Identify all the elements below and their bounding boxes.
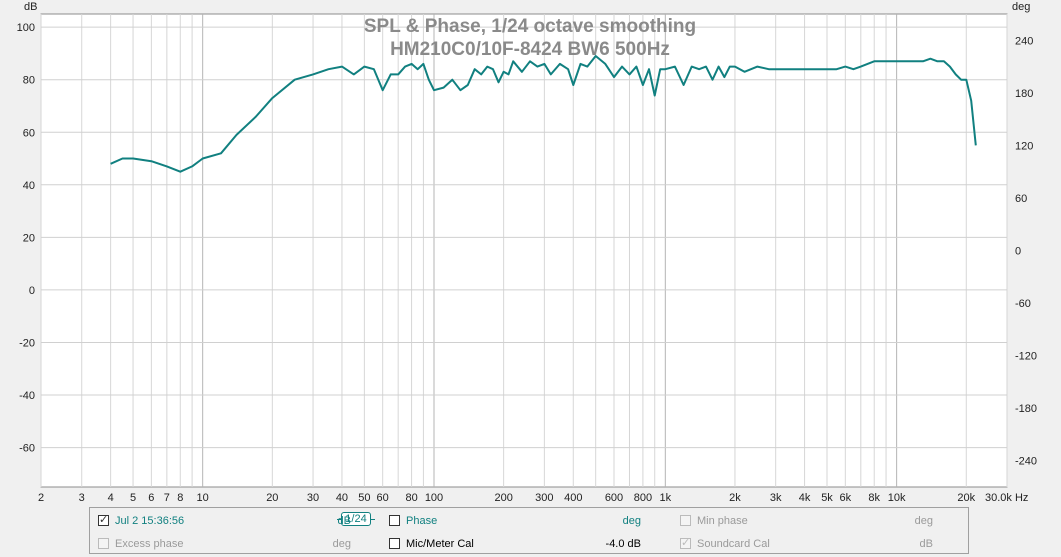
x-tick-label: 30.0k Hz xyxy=(985,492,1028,504)
x-tick-label: 50 xyxy=(358,492,370,504)
legend-unit-phase: deg xyxy=(622,515,641,527)
x-tick-label: 4k xyxy=(799,492,811,504)
plot-area xyxy=(40,13,1008,488)
chart-subtitle: HM210C0/10F-8424 BW6 500Hz xyxy=(390,39,670,60)
y-tick-label: 20 xyxy=(23,232,35,244)
x-tick-label: 400 xyxy=(564,492,582,504)
y-tick-label: -60 xyxy=(19,443,35,455)
phase-checkbox[interactable] xyxy=(389,515,400,526)
y2-tick-label: -120 xyxy=(1015,351,1037,363)
x-tick-label: 3 xyxy=(79,492,85,504)
legend-unit-min-phase: deg xyxy=(914,515,933,527)
legend-label-soundcard-cal: Soundcard Cal xyxy=(697,538,770,550)
y2-tick-label: 0 xyxy=(1015,246,1021,258)
x-tick-label: 300 xyxy=(535,492,553,504)
y-axis-right: 240 180 120 60 0 -60 -120 -180 -240 xyxy=(1015,35,1037,467)
x-tick-label: 30 xyxy=(307,492,319,504)
spl-line xyxy=(110,55,977,173)
legend-label-excess-phase: Excess phase xyxy=(115,538,184,550)
x-tick-label: 20k xyxy=(957,492,975,504)
check-mark-icon: ✓ xyxy=(99,514,109,526)
series-layer xyxy=(110,55,977,173)
legend-unit-measurement: dB xyxy=(337,515,351,527)
x-tick-label: 5k xyxy=(821,492,833,504)
legend-unit-excess-phase: deg xyxy=(332,538,351,550)
legend-panel: ✓ Jul 2 15:36:56 1/24 dB Phase deg Min p… xyxy=(89,507,969,554)
x-tick-label: 100 xyxy=(425,492,443,504)
legend-unit-mic-cal: -4.0 dB xyxy=(605,538,641,550)
y2-tick-label: -240 xyxy=(1015,456,1037,468)
x-tick-label: 7 xyxy=(164,492,170,504)
chart-title: SPL & Phase, 1/24 octave smoothing xyxy=(364,16,696,37)
x-tick-label: 80 xyxy=(405,492,417,504)
x-tick-label: 200 xyxy=(494,492,512,504)
y-tick-label: 60 xyxy=(23,127,35,139)
x-tick-label: 2 xyxy=(38,492,44,504)
x-tick-label: 10k xyxy=(888,492,906,504)
y-tick-label: -40 xyxy=(19,390,35,402)
x-tick-label: 2k xyxy=(729,492,741,504)
x-tick-label: 800 xyxy=(634,492,652,504)
x-tick-label: 8 xyxy=(177,492,183,504)
y2-tick-label: -60 xyxy=(1015,298,1031,310)
x-axis: 2 3 4 5 6 7 8 10 20 30 40 50 60 80 100 200 300 400 600 800 1… xyxy=(38,492,1028,504)
legend-label-phase: Phase xyxy=(406,515,438,527)
excess-phase-checkbox xyxy=(98,538,109,549)
grid xyxy=(40,14,1008,487)
y2-tick-label: 60 xyxy=(1015,193,1027,205)
chart: 2 3 4 5 6 7 8 10 20 30 40 50 60 80 100 200 300 400 600 800 1… xyxy=(17,1,1037,504)
mic-cal-checkbox[interactable] xyxy=(389,538,400,549)
y-axis-unit-right: deg xyxy=(1012,1,1030,13)
x-tick-label: 5 xyxy=(130,492,136,504)
x-tick-label: 6k xyxy=(840,492,852,504)
y-axis-unit-left: dB xyxy=(24,1,37,13)
x-tick-label: 600 xyxy=(605,492,623,504)
x-tick-label: 3k xyxy=(770,492,782,504)
y-tick-label: 40 xyxy=(23,180,35,192)
y-axis-left: 100 80 60 40 20 0 -20 -40 -60 xyxy=(17,22,35,454)
min-phase-checkbox xyxy=(680,515,691,526)
x-tick-label: 8k xyxy=(868,492,880,504)
y-tick-label: 80 xyxy=(23,75,35,87)
legend-unit-soundcard-cal: dB xyxy=(919,538,933,550)
y2-tick-label: 120 xyxy=(1015,140,1033,152)
legend-label-mic-cal: Mic/Meter Cal xyxy=(406,538,474,550)
x-tick-label: 60 xyxy=(377,492,389,504)
check-mark-icon: ✓ xyxy=(681,537,691,549)
measurement-checkbox[interactable]: ✓ xyxy=(98,514,109,526)
x-tick-label: 10 xyxy=(197,492,209,504)
y-tick-label: 100 xyxy=(17,22,35,34)
smoothing-selector[interactable]: 1/24 xyxy=(337,512,375,526)
x-tick-label: 4 xyxy=(108,492,114,504)
x-tick-label: 20 xyxy=(266,492,278,504)
legend-label-measurement: Jul 2 15:36:56 xyxy=(115,515,185,527)
x-tick-label: 6 xyxy=(148,492,154,504)
y2-tick-label: -180 xyxy=(1015,403,1037,415)
legend-label-min-phase: Min phase xyxy=(697,515,748,527)
x-tick-label: 1k xyxy=(660,492,672,504)
y-tick-label: 0 xyxy=(29,285,35,297)
y2-tick-label: 240 xyxy=(1015,35,1033,47)
y2-tick-label: 180 xyxy=(1015,88,1033,100)
y-tick-label: -20 xyxy=(19,337,35,349)
soundcard-cal-checkbox: ✓ xyxy=(680,537,691,549)
x-tick-label: 40 xyxy=(336,492,348,504)
